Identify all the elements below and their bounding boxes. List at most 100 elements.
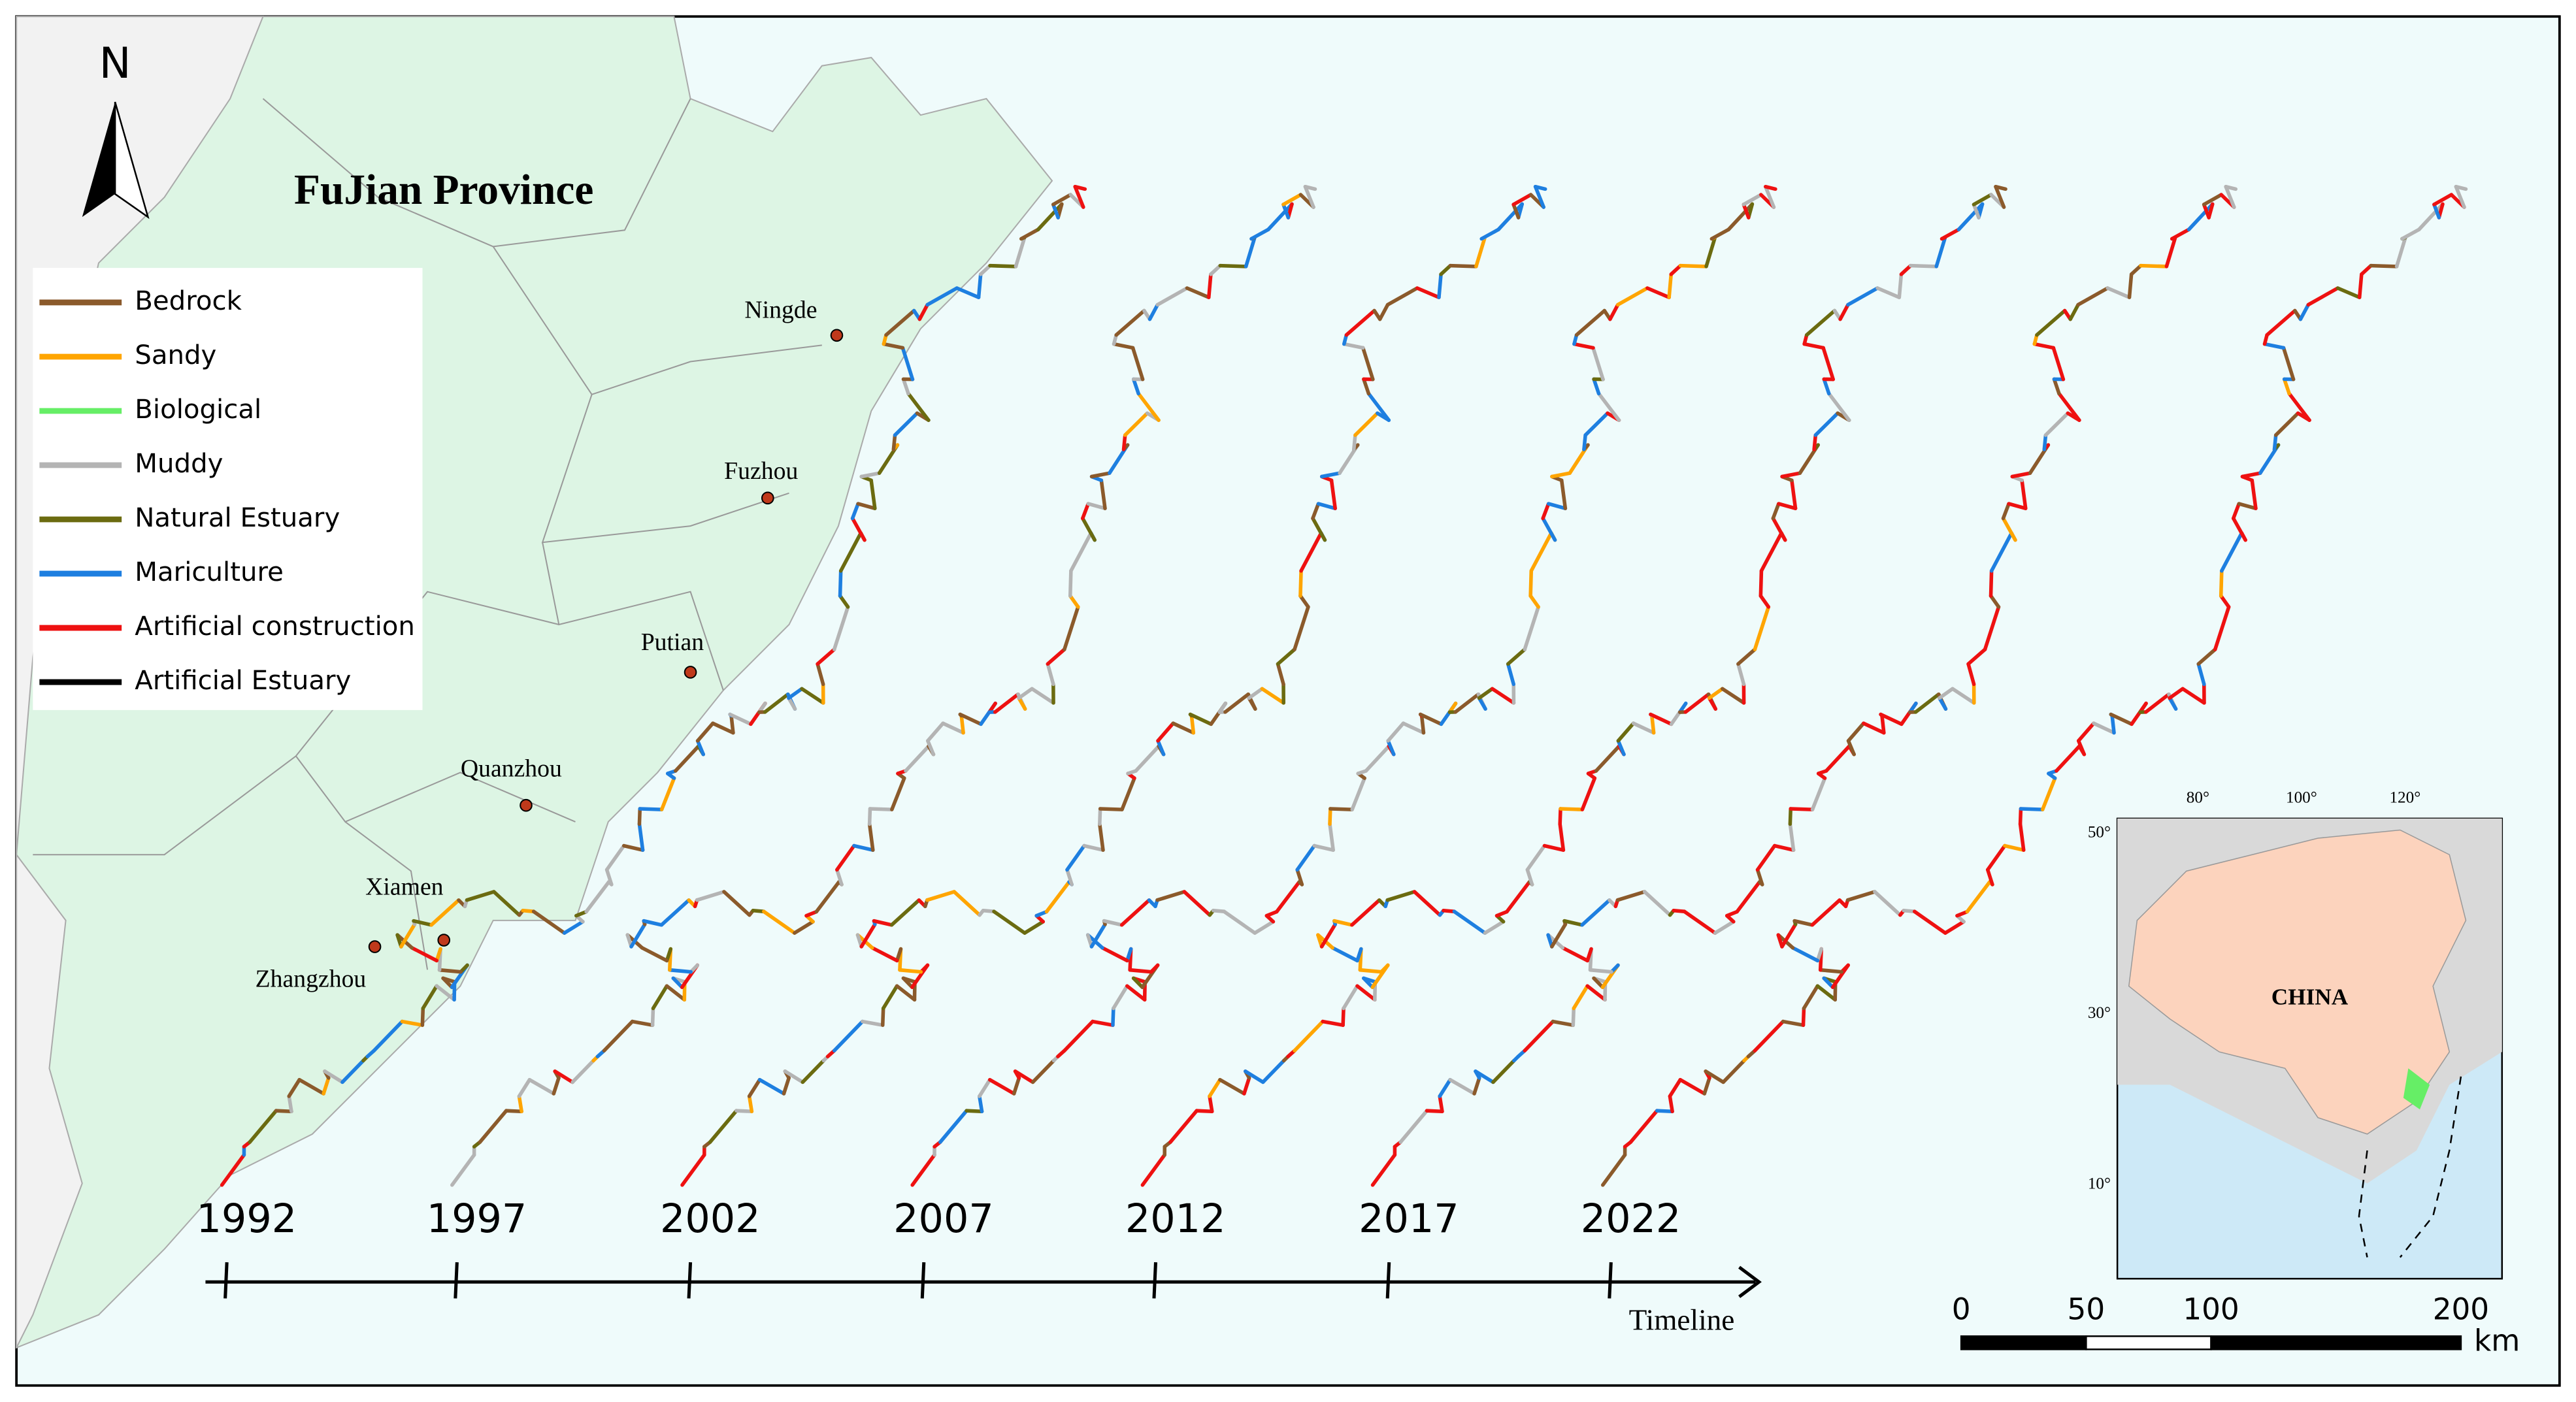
coast-segment [1542, 843, 1566, 852]
coastline-year [1370, 184, 2238, 1187]
timeline-tick [1152, 1262, 1158, 1299]
coast-segment [1735, 880, 1762, 914]
coast-segment [1222, 909, 1257, 935]
coast-segment [959, 713, 965, 735]
coast-segment [248, 1109, 278, 1144]
coast-segment [1541, 502, 1551, 521]
coast-segment [1378, 302, 1390, 321]
coast-segment [2105, 286, 2132, 299]
coast-segment [832, 605, 850, 651]
coast-segment [2357, 272, 2364, 299]
coast-segment [2129, 263, 2143, 276]
year-label: 1992 [197, 1196, 297, 1242]
legend-label: Natural Estuary [135, 503, 340, 533]
coast-segment [450, 1152, 476, 1187]
coast-segment [1771, 502, 1781, 521]
coast-segment [220, 1152, 246, 1187]
coast-segment [1707, 687, 1725, 700]
coast-segment [1615, 890, 1647, 902]
coast-segment [2262, 342, 2286, 350]
coast-segment [1401, 721, 1426, 735]
coast-segment [2369, 263, 2399, 269]
lon-label: 120° [2389, 789, 2420, 806]
coast-segment [629, 922, 647, 949]
coast-segment [410, 946, 439, 963]
coast-segment [1994, 184, 2006, 209]
coast-segment [1311, 516, 1327, 542]
coast-segment [2237, 502, 2258, 510]
coast-segment [1437, 272, 1443, 299]
coast-segment [372, 1019, 405, 1052]
coast-segment [1438, 1077, 1452, 1098]
coast-segment [1965, 880, 1992, 914]
coast-segment [2224, 184, 2238, 191]
coast-segment [1385, 286, 1419, 307]
coast-segment [1951, 687, 1976, 705]
coast-segment [1772, 843, 1796, 852]
coast-segment [2336, 286, 2362, 299]
coast-segment [801, 1058, 826, 1084]
coast-segment [1131, 346, 1145, 382]
coast-segment [527, 1077, 556, 1096]
coast-segment [1019, 227, 1040, 241]
coast-segment [400, 1019, 425, 1027]
coast-segment [1873, 890, 1902, 917]
coast-segment [1017, 687, 1034, 700]
coast-segment [1131, 377, 1140, 396]
coast-segment [747, 1094, 754, 1114]
coast-segment [399, 922, 417, 949]
coast-segment [2042, 433, 2048, 451]
coast-segment [1550, 471, 1572, 479]
coast-segment [1089, 471, 1112, 479]
coast-segment [1274, 880, 1302, 914]
coast-segment [1134, 744, 1161, 773]
coast-segment [1253, 920, 1276, 935]
coast-segment [993, 692, 1020, 714]
coast-segment [630, 1019, 655, 1027]
coast-segment [1781, 1019, 1806, 1027]
coast-segment [2298, 302, 2311, 321]
coast-segment [1136, 391, 1161, 422]
coast-segment [1112, 342, 1135, 350]
coast-segment [1479, 227, 1500, 241]
coast-segment [1683, 692, 1711, 714]
coast-segment [1366, 391, 1391, 422]
coastline-year [1600, 184, 2468, 1187]
coast-segment [2202, 203, 2211, 220]
coast-segment [1319, 471, 1342, 479]
inset-fujian [2403, 1068, 2430, 1110]
year-label: 2007 [893, 1196, 994, 1242]
coast-segment [1123, 411, 1149, 437]
coast-segment [1311, 502, 1321, 521]
coast-segment [1089, 922, 1107, 949]
coast-segment [1036, 202, 1064, 232]
city-label: Xiamen [365, 873, 444, 901]
coast-segment [782, 1076, 791, 1096]
coast-segment [2231, 502, 2241, 521]
coast-segment [2043, 411, 2070, 437]
lat-label: 30° [2088, 1004, 2111, 1022]
coast-segment [2231, 516, 2247, 542]
coast-segment [1244, 235, 1257, 269]
coast-segment [1845, 890, 1877, 902]
coast-segment [437, 968, 463, 974]
coast-segment [1562, 919, 1584, 927]
coast-segment [604, 843, 626, 872]
coast-segment [2454, 184, 2468, 191]
coast-segment [1063, 1019, 1095, 1052]
coast-segment [1281, 203, 1291, 220]
coast-segment [1125, 947, 1133, 963]
coast-segment [763, 692, 790, 714]
coast-segment [531, 909, 567, 935]
coast-segment [429, 898, 461, 927]
coast-segment [1091, 1019, 1115, 1027]
inset-dashes [2358, 1076, 2462, 1258]
coast-segment [2224, 184, 2236, 209]
city-dot [830, 329, 844, 342]
coast-segment [1370, 1152, 1397, 1187]
coast-segment [2068, 302, 2080, 321]
coast-segment [988, 263, 1018, 269]
coast-segment [1813, 411, 1840, 437]
coast-segment [441, 976, 454, 989]
year-label: 2012 [1125, 1196, 1226, 1242]
